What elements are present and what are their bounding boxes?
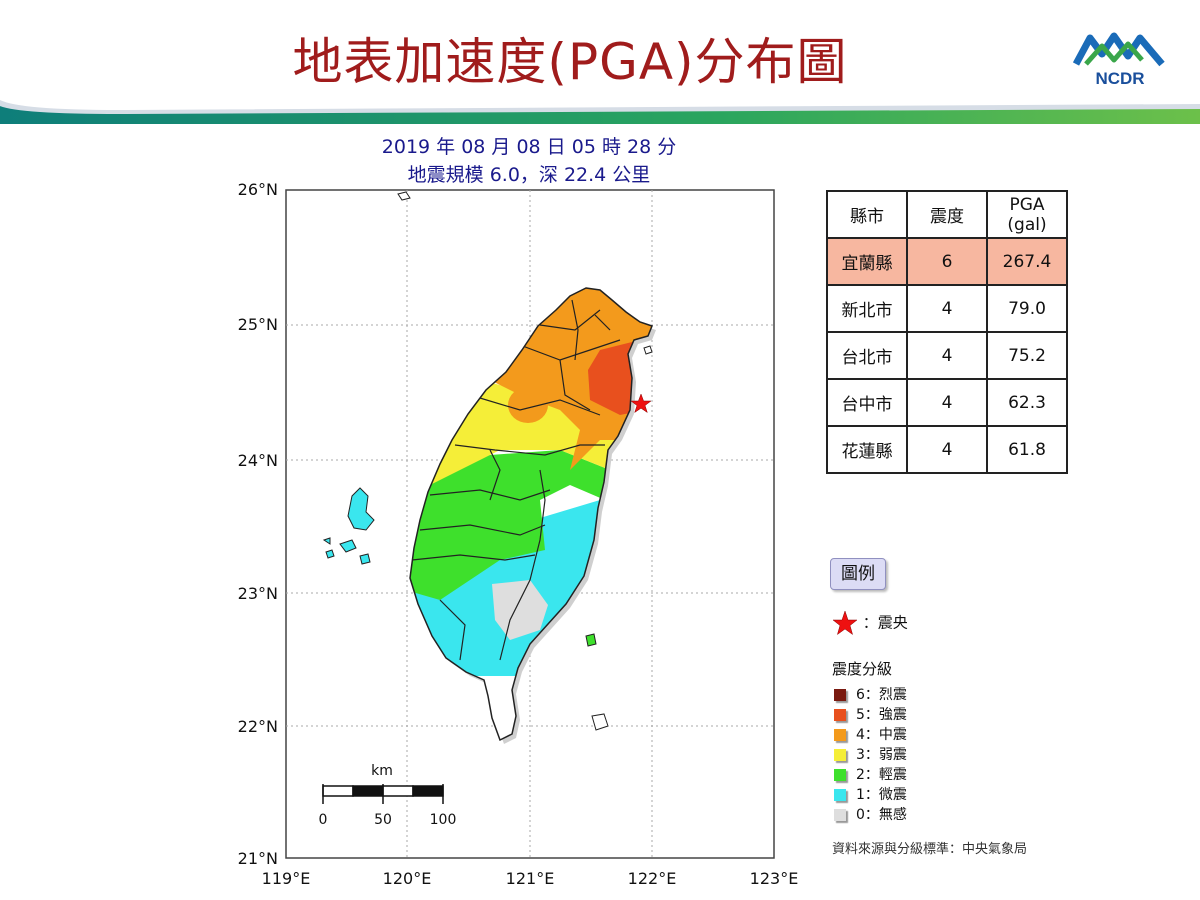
header-pga-line1: PGA bbox=[1009, 194, 1045, 215]
lon-label: 119°E bbox=[262, 869, 311, 888]
county-boundaries bbox=[411, 299, 621, 661]
intensity-0-region bbox=[492, 580, 548, 640]
legend-item: 1：微震 bbox=[834, 785, 907, 805]
page-title: 地表加速度(PGA)分布圖 bbox=[292, 33, 848, 91]
epicenter-star-icon bbox=[630, 393, 652, 414]
cell-county: 花蓮縣 bbox=[826, 425, 908, 474]
legend-item: 3：弱震 bbox=[834, 745, 907, 765]
legend-swatch bbox=[834, 809, 846, 821]
orchid-island bbox=[591, 713, 609, 731]
header-pga: PGA (gal) bbox=[986, 190, 1068, 239]
data-source: 資料來源與分級標準：中央氣象局 bbox=[832, 842, 1028, 857]
lat-label: 26°N bbox=[238, 180, 278, 199]
cell-intensity: 4 bbox=[906, 284, 988, 333]
header-intensity: 震度 bbox=[906, 190, 988, 239]
lat-label: 22°N bbox=[238, 717, 278, 736]
cell-county: 新北市 bbox=[826, 284, 908, 333]
logo-text: NCDR bbox=[1095, 69, 1144, 88]
cell-county: 台中市 bbox=[826, 378, 908, 427]
map-gridlines bbox=[286, 190, 774, 858]
lon-label: 120°E bbox=[383, 869, 432, 888]
legend-item-label: 3：弱震 bbox=[856, 747, 907, 763]
cell-intensity: 6 bbox=[906, 237, 988, 286]
legend-item-label: 2：輕震 bbox=[856, 767, 907, 783]
intensity-2-region bbox=[410, 450, 610, 600]
cell-pga: 62.3 bbox=[986, 378, 1068, 427]
legend-item-label: 0：無感 bbox=[856, 807, 907, 823]
scale-bar: km 0 50 100 bbox=[319, 763, 457, 828]
legend-item-label: 4：中震 bbox=[856, 727, 907, 743]
legend-item: 5：強震 bbox=[834, 705, 907, 725]
lat-label: 25°N bbox=[238, 315, 278, 334]
turtle-island bbox=[643, 345, 653, 355]
cell-pga: 79.0 bbox=[986, 284, 1068, 333]
lon-label: 123°E bbox=[750, 869, 799, 888]
cell-intensity: 4 bbox=[906, 331, 988, 380]
header-county: 縣市 bbox=[826, 190, 908, 239]
intensity-scale-title: 震度分級 bbox=[832, 660, 893, 678]
legend-item-label: 6：烈震 bbox=[856, 687, 907, 703]
cell-county: 台北市 bbox=[826, 331, 908, 380]
epicenter-legend-label: ：震央 bbox=[862, 613, 908, 632]
table-row: 新北市 4 79.0 bbox=[826, 284, 1068, 333]
ncdr-logo: NCDR bbox=[1072, 32, 1165, 88]
island-north bbox=[397, 191, 411, 201]
event-time: 2019 年 08 月 08 日 05 時 28 分 bbox=[381, 136, 677, 158]
cell-pga: 267.4 bbox=[986, 237, 1068, 286]
header-pga-line2: (gal) bbox=[1007, 214, 1047, 235]
legend-item: 6：烈震 bbox=[834, 685, 907, 705]
legend-item: 2：輕震 bbox=[834, 765, 907, 785]
cell-pga: 61.8 bbox=[986, 425, 1068, 474]
legend-swatch bbox=[834, 749, 846, 761]
red-star-icon bbox=[832, 610, 858, 636]
green-island bbox=[585, 633, 597, 647]
lon-label: 121°E bbox=[506, 869, 555, 888]
scale-tick: 0 bbox=[319, 812, 328, 828]
legend-swatch bbox=[834, 709, 846, 721]
legend-swatch bbox=[834, 789, 846, 801]
penghu-islands bbox=[322, 487, 375, 565]
header-banner bbox=[0, 100, 1200, 124]
table-row: 宜蘭縣 6 267.4 bbox=[826, 237, 1068, 286]
lat-label: 24°N bbox=[238, 451, 278, 470]
legend-swatch bbox=[834, 689, 846, 701]
cell-pga: 75.2 bbox=[986, 331, 1068, 380]
lon-label: 122°E bbox=[628, 869, 677, 888]
event-magnitude-depth: 地震規模 6.0，深 22.4 公里 bbox=[407, 164, 651, 186]
legend-button[interactable]: 圖例 bbox=[830, 558, 886, 590]
legend-item-label: 5：強震 bbox=[856, 707, 907, 723]
pga-table: 縣市 震度 PGA (gal) 宜蘭縣 6 267.4 新北市 4 79.0 台… bbox=[826, 190, 1068, 474]
cell-county: 宜蘭縣 bbox=[826, 237, 908, 286]
legend-swatch bbox=[834, 769, 846, 781]
cell-intensity: 4 bbox=[906, 425, 988, 474]
lat-label: 21°N bbox=[238, 849, 278, 868]
legend-swatch bbox=[834, 729, 846, 741]
legend-item: 0：無感 bbox=[834, 805, 907, 825]
table-row: 花蓮縣 4 61.8 bbox=[826, 425, 1068, 474]
legend-item: 4：中震 bbox=[834, 725, 907, 745]
table-header-row: 縣市 震度 PGA (gal) bbox=[826, 190, 1068, 239]
table-row: 台北市 4 75.2 bbox=[826, 331, 1068, 380]
lat-label: 23°N bbox=[238, 584, 278, 603]
legend-item-label: 1：微震 bbox=[856, 787, 907, 803]
epicenter-legend: ：震央 bbox=[832, 610, 908, 636]
table-row: 台中市 4 62.3 bbox=[826, 378, 1068, 427]
scale-tick: 100 bbox=[430, 812, 457, 828]
cell-intensity: 4 bbox=[906, 378, 988, 427]
scale-tick: 50 bbox=[374, 812, 392, 828]
scale-unit: km bbox=[371, 763, 393, 779]
